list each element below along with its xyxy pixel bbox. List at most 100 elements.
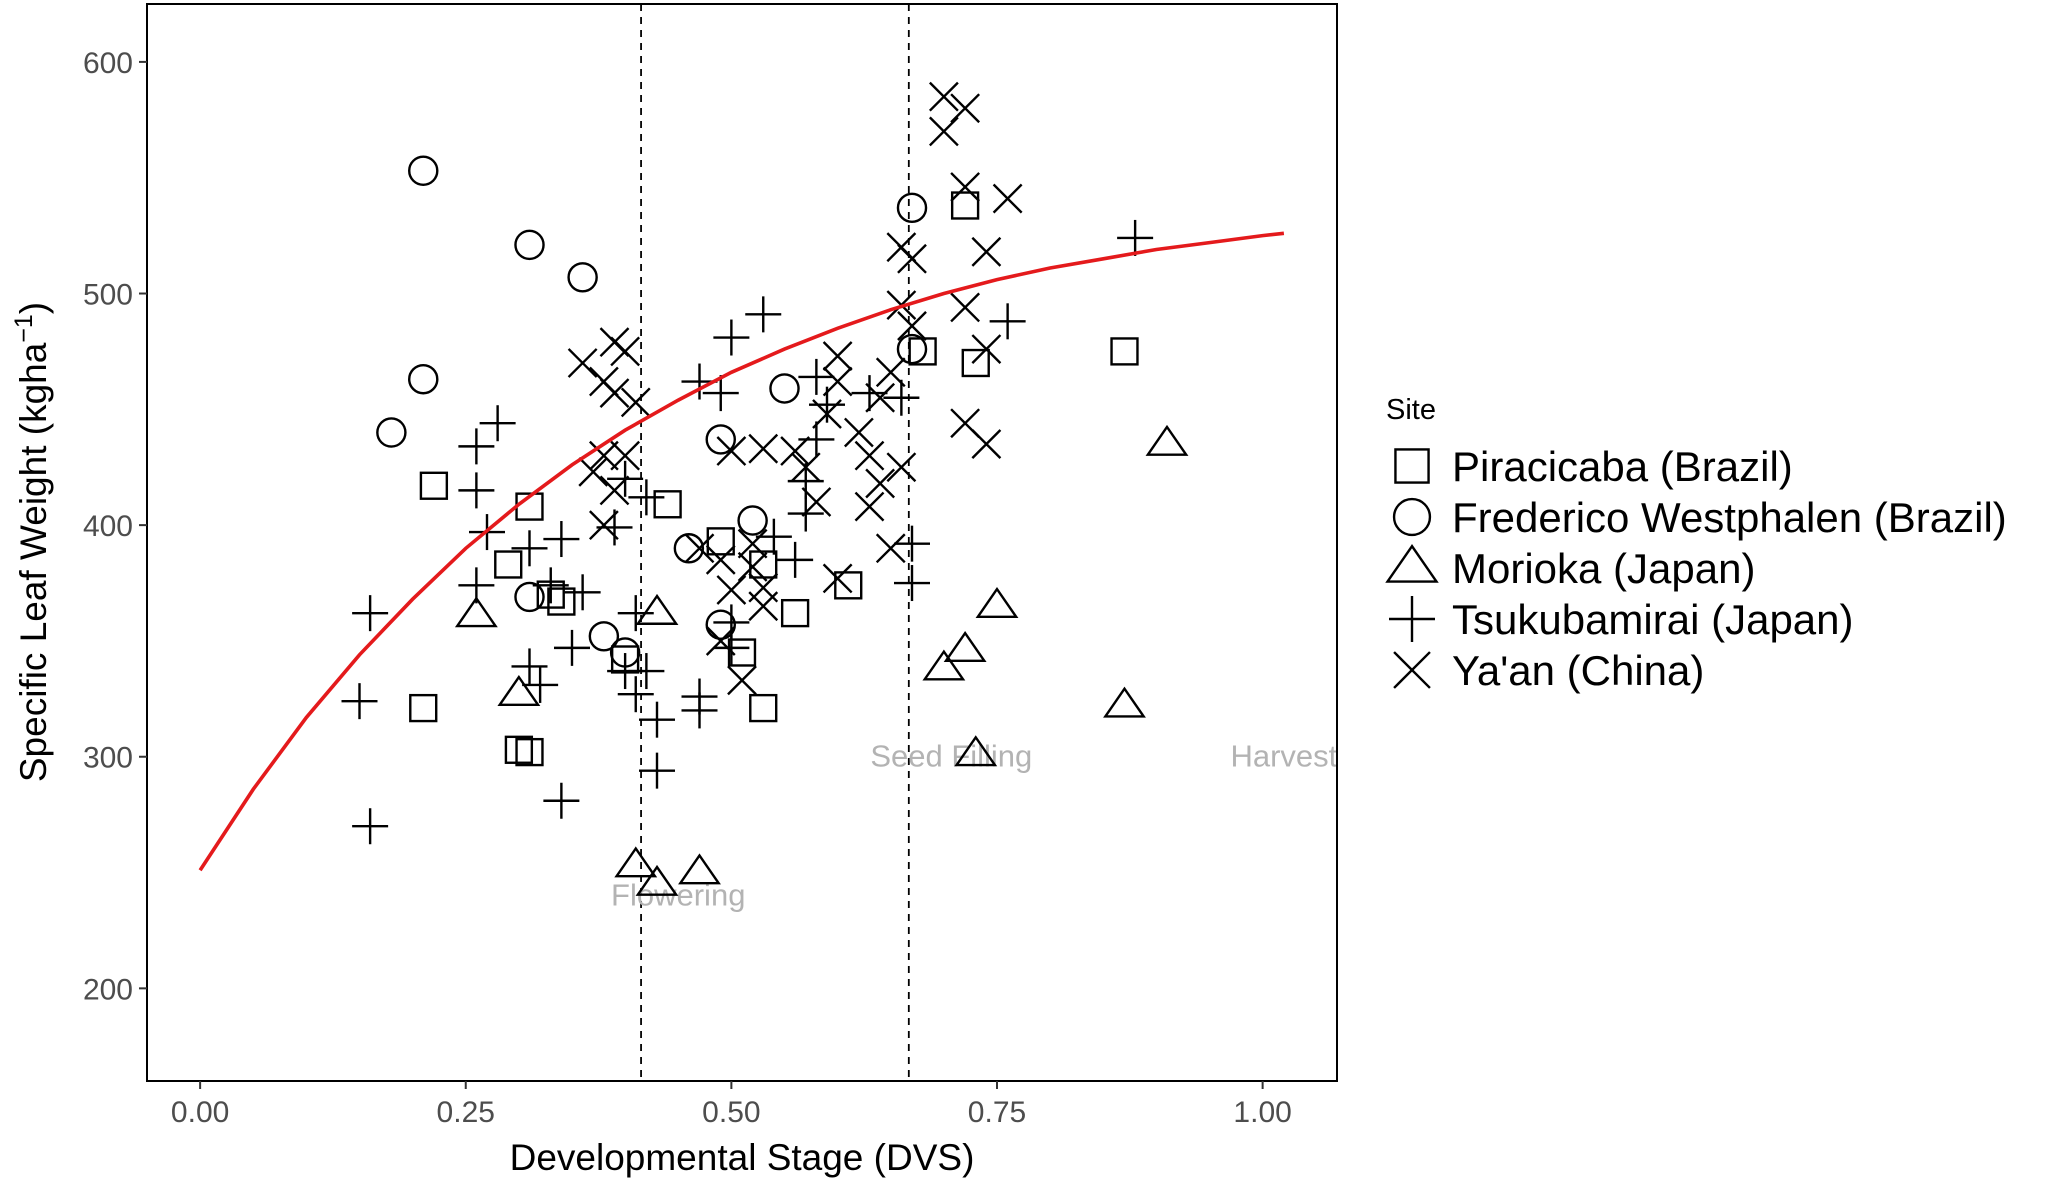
plus-point xyxy=(883,379,920,416)
square-point xyxy=(950,191,980,220)
square-point xyxy=(494,550,523,579)
legend-key-triangle-shape xyxy=(1385,544,1439,583)
plus-point xyxy=(564,574,601,611)
triangle-point-shape xyxy=(678,853,721,885)
cross-point-stroke xyxy=(790,452,821,483)
square-point xyxy=(547,587,576,616)
cross-point xyxy=(843,417,874,448)
cross-point-stroke xyxy=(705,626,736,656)
cross-point xyxy=(716,575,747,605)
cross-point-stroke xyxy=(865,382,896,413)
square-point-shape xyxy=(494,550,523,579)
cross-point xyxy=(801,487,832,517)
legend-label: Ya'an (China) xyxy=(1452,647,1704,694)
circle-point xyxy=(705,609,736,640)
legend-item: Frederico Westphalen (Brazil) xyxy=(1392,494,2007,541)
legend: Site Piracicaba (Brazil)Frederico Westph… xyxy=(1385,394,2007,694)
plus-point xyxy=(639,752,675,789)
plus-point xyxy=(851,375,888,412)
square-point-shape xyxy=(504,735,534,764)
cross-point xyxy=(865,468,896,499)
legend-key-triangle xyxy=(1385,544,1439,583)
legend-item: Ya'an (China) xyxy=(1393,647,1704,694)
cross-point-stroke xyxy=(727,665,757,696)
x-tick-label: 0.25 xyxy=(437,1096,495,1129)
circle-point xyxy=(705,424,736,455)
cross-point-stroke xyxy=(599,378,630,408)
circle-point-shape xyxy=(514,229,545,261)
cross-point-stroke xyxy=(748,433,779,464)
cross-point xyxy=(950,292,981,323)
legend-key-plus xyxy=(1389,596,1435,642)
series-circle xyxy=(376,155,928,668)
plus-point xyxy=(522,666,559,703)
triangle-point-shape xyxy=(635,864,679,896)
cross-point-stroke xyxy=(854,491,885,522)
circle-point-shape xyxy=(705,424,736,455)
triangle-point-shape xyxy=(454,596,498,628)
triangle-point-shape xyxy=(943,630,987,663)
cross-point xyxy=(610,336,641,367)
triangle-point-shape xyxy=(954,735,998,767)
plus-point xyxy=(341,683,378,720)
plus-point xyxy=(458,428,495,465)
circle-point xyxy=(673,533,705,564)
plus-point xyxy=(1117,219,1154,256)
square-point xyxy=(834,571,863,600)
triangle-point xyxy=(1103,686,1146,718)
circle-point-shape xyxy=(376,417,407,448)
cross-point xyxy=(897,311,927,341)
circle-point-shape xyxy=(737,505,768,536)
plus-point xyxy=(617,595,654,632)
square-point-shape xyxy=(1110,337,1139,366)
legend-key-square-shape xyxy=(1394,448,1430,484)
plus-point xyxy=(458,567,495,604)
series-plus xyxy=(341,219,1154,845)
cross-point xyxy=(684,533,715,564)
x-tick-label: 1.00 xyxy=(1233,1096,1291,1129)
cross-point-stroke xyxy=(950,292,981,323)
cross-point-stroke xyxy=(992,183,1023,214)
cross-point-stroke xyxy=(950,93,981,124)
cross-point-stroke xyxy=(822,563,853,594)
cross-point xyxy=(950,172,981,202)
square-point xyxy=(504,735,534,764)
legend-title: Site xyxy=(1386,394,1436,426)
fit-curve xyxy=(198,231,1285,872)
triangle-point-shape xyxy=(635,593,679,625)
plus-point xyxy=(479,405,516,442)
cross-point xyxy=(928,81,959,112)
triangle-point-shape xyxy=(922,649,966,681)
legend-key-cross xyxy=(1393,651,1431,689)
legend-key-circle-shape xyxy=(1392,497,1432,537)
cross-point xyxy=(971,236,1002,267)
plus-point xyxy=(702,375,739,412)
cross-point-stroke xyxy=(801,487,832,517)
cross-point xyxy=(588,510,619,541)
circle-point-shape xyxy=(567,262,598,293)
x-tick-label: 0.75 xyxy=(968,1096,1026,1129)
circle-point xyxy=(408,155,439,187)
y-axis-title: Specific Leaf Weight (kgha−1) xyxy=(10,302,54,782)
square-point xyxy=(961,348,990,378)
plus-point xyxy=(554,629,590,666)
square-point xyxy=(780,598,810,628)
circle-point xyxy=(769,373,800,404)
plus-point xyxy=(511,530,548,567)
cross-point-stroke xyxy=(875,533,906,564)
legend-key-circle xyxy=(1392,497,1432,537)
stage-label: Harvest xyxy=(1230,739,1337,774)
x-tick-label: 0.00 xyxy=(171,1096,229,1129)
plus-point xyxy=(681,692,718,729)
plus-point xyxy=(543,782,580,819)
cross-point xyxy=(822,366,853,397)
triangle-point xyxy=(975,586,1019,618)
cross-point xyxy=(567,348,598,378)
plus-point xyxy=(989,303,1026,340)
plus-point xyxy=(798,358,835,395)
plus-point xyxy=(352,808,389,845)
cross-point xyxy=(578,456,609,487)
legend-item: Tsukubamirai (Japan) xyxy=(1389,596,1854,643)
triangle-point xyxy=(922,649,966,681)
cross-point xyxy=(875,357,906,388)
